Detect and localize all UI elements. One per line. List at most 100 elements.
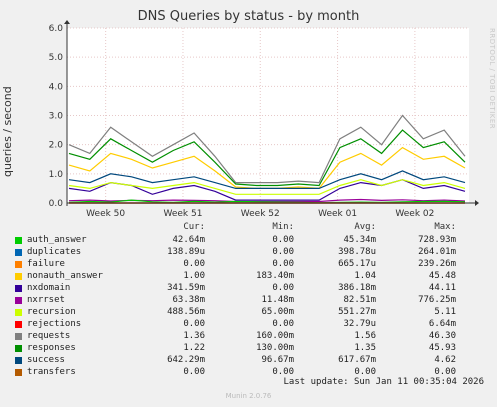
series-line-requests [68, 114, 466, 184]
legend-min-value: 160.00m [256, 331, 294, 341]
legend-avg-value: 32.79u [343, 319, 376, 329]
legend-max-value: 44.11 [428, 283, 456, 293]
x-tick-label: Week 52 [241, 209, 280, 219]
y-tick-label: 1.0 [49, 170, 64, 180]
x-tick-label: Week 50 [86, 209, 125, 219]
legend-max-value: 45.48 [428, 271, 456, 281]
legend-avg-value: 665.17u [338, 259, 376, 269]
legend-cur-value: 138.89u [167, 247, 205, 257]
legend-min-value: 0.00 [272, 259, 294, 269]
legend-cur-value: 642.29m [167, 355, 205, 365]
legend-swatch [15, 357, 22, 364]
legend-min-value: 0.00 [272, 319, 294, 329]
legend-cur-value: 0.00 [183, 259, 205, 269]
legend-min-value: 65.00m [261, 307, 294, 317]
legend-swatch [15, 345, 22, 352]
legend-avg-value: 386.18m [338, 283, 376, 293]
legend-cur-value: 488.56m [167, 307, 205, 317]
legend-min-value: 130.00m [256, 343, 294, 353]
legend-header-avg: Avg: [354, 222, 376, 232]
plot-area: 0.0 1.0 2.0 3.0 4.0 5.0 6.0 Week 50 Week 51 Week … [49, 20, 479, 219]
legend-avg-value: 0.00 [354, 367, 376, 377]
legend-header-cur: Cur: [183, 222, 205, 232]
axes: 0.0 1.0 2.0 3.0 4.0 5.0 6.0 Week 50 Week 51 Week … [49, 20, 479, 219]
legend-swatch [15, 309, 22, 316]
legend-max-value: 46.30 [428, 331, 456, 341]
legend-row-transfers: transfers 0.00 0.00 0.00 0.00 [0, 367, 497, 379]
y-tick-label: 5.0 [49, 53, 64, 63]
legend-series-name: failure [27, 259, 65, 269]
legend-header-min: Min: [272, 222, 294, 232]
legend-swatch [15, 237, 22, 244]
last-update: Last update: Sun Jan 11 00:35:04 2026 [283, 377, 484, 387]
legend-avg-value: 1.04 [354, 271, 376, 281]
legend-header-max: Max: [434, 222, 456, 232]
legend-max-value: 776.25m [418, 295, 456, 305]
legend-cur-value: 0.00 [183, 319, 205, 329]
legend-row-nxrrset: nxrrset 63.38m 11.48m 82.51m 776.25m [0, 295, 497, 307]
legend-max-value: 728.93m [418, 235, 456, 245]
y-tick-label: 3.0 [49, 112, 64, 122]
legend-cur-value: 341.59m [167, 283, 205, 293]
legend-row-duplicates: duplicates 138.89u 0.00 398.78u 264.01m [0, 247, 497, 259]
legend-avg-value: 82.51m [343, 295, 376, 305]
legend-min-value: 96.67m [261, 355, 294, 365]
legend-max-value: 6.64m [428, 319, 456, 329]
legend-row-success: success 642.29m 96.67m 617.67m 4.62 [0, 355, 497, 367]
legend-series-name: duplicates [27, 247, 82, 257]
legend-max-value: 45.93 [428, 343, 456, 353]
x-tick-label: Week 02 [395, 209, 434, 219]
legend-row-requests: requests 1.36 160.00m 1.56 46.30 [0, 331, 497, 343]
legend-cur-value: 1.22 [183, 343, 205, 353]
legend-cur-value: 1.36 [183, 331, 205, 341]
x-axis-arrow [475, 200, 479, 206]
legend-min-value: 0.00 [272, 367, 294, 377]
legend-avg-value: 45.34m [343, 235, 376, 245]
legend-swatch [15, 261, 22, 268]
legend-row-rejections: rejections 0.00 0.00 32.79u 6.64m [0, 319, 497, 331]
x-tick-label: Week 51 [163, 209, 202, 219]
legend-row-recursion: recursion 488.56m 65.00m 551.27m 5.11 [0, 307, 497, 319]
legend-swatch [15, 249, 22, 256]
legend-avg-value: 398.78u [338, 247, 376, 257]
legend-max-value: 264.01m [418, 247, 456, 257]
legend-avg-value: 551.27m [338, 307, 376, 317]
legend-max-value: 0.00 [434, 367, 456, 377]
chart-title: DNS Queries by status - by month [137, 9, 360, 24]
legend-series-name: requests [27, 331, 71, 341]
y-axis-arrow [64, 20, 70, 24]
legend-swatch [15, 321, 22, 328]
legend-swatch [15, 369, 22, 376]
legend-avg-value: 1.35 [354, 343, 376, 353]
legend-row-failure: failure 0.00 0.00 665.17u 239.26m [0, 259, 497, 271]
legend-min-value: 183.40m [256, 271, 294, 281]
legend-series-name: success [27, 355, 65, 365]
legend-swatch [15, 297, 22, 304]
munin-version: Munin 2.0.76 [225, 392, 272, 400]
legend-series-name: auth_answer [27, 235, 87, 245]
series-line-auth-answer [68, 199, 466, 204]
legend-max-value: 4.62 [434, 355, 456, 365]
legend-avg-value: 1.56 [354, 331, 376, 341]
legend-min-value: 11.48m [261, 295, 294, 305]
legend-cur-value: 63.38m [172, 295, 205, 305]
series-line-success [68, 170, 466, 189]
legend-series-name: responses [27, 343, 76, 353]
legend-row-nonauth-answer: nonauth_answer 1.00 183.40m 1.04 45.48 [0, 271, 497, 283]
legend-series-name: transfers [27, 367, 76, 377]
legend-cur-value: 1.00 [183, 271, 205, 281]
legend-series-name: nxdomain [27, 283, 71, 293]
legend-max-value: 5.11 [434, 307, 456, 317]
legend-max-value: 239.26m [418, 259, 456, 269]
y-tick-label: 0.0 [49, 199, 64, 209]
y-tick-label: 4.0 [49, 82, 64, 92]
series-line-responses [68, 129, 466, 187]
legend-cur-value: 42.64m [172, 235, 205, 245]
legend-min-value: 0.00 [272, 247, 294, 257]
legend-series-name: nonauth_answer [27, 271, 103, 281]
legend-swatch [15, 285, 22, 292]
legend-row-auth-answer: auth_answer 42.64m 0.00 45.34m 728.93m [0, 235, 497, 247]
legend-swatch [15, 333, 22, 340]
legend-series-name: rejections [27, 319, 82, 329]
